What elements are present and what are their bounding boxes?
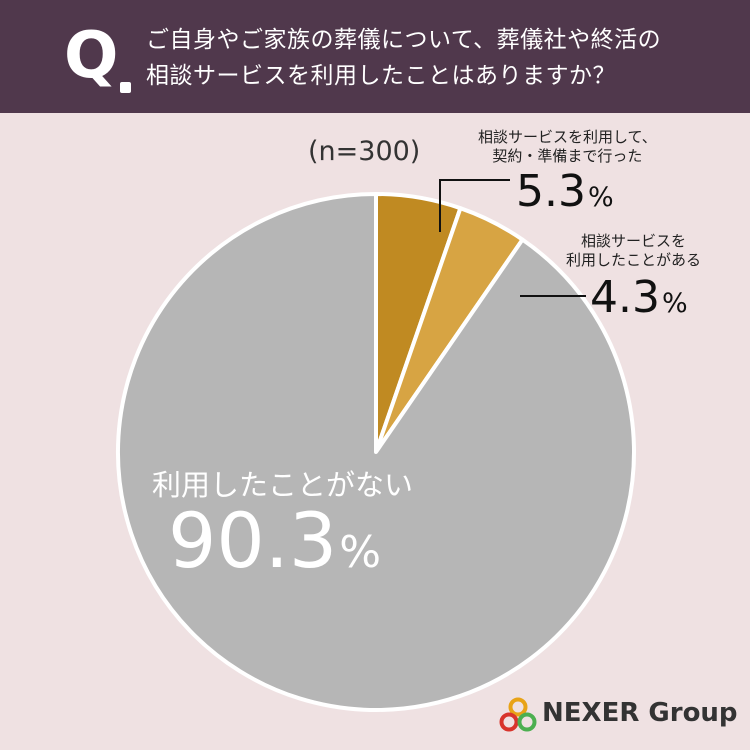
label-consulted-value: 4.3% — [590, 272, 688, 323]
label-never-number: 90.3 — [168, 496, 338, 585]
leader-line-contract — [439, 179, 510, 232]
label-never-unit: % — [339, 527, 382, 578]
nexer-logo: NEXER Group — [498, 694, 738, 738]
label-never-value: 90.3% — [168, 496, 381, 585]
label-consulted-text: 相談サービスを 利用したことがある — [566, 232, 701, 270]
question-line-1: ご自身やご家族の葬儀について、葬儀社や終活の — [146, 27, 662, 53]
label-consulted-unit: % — [661, 288, 688, 319]
question-header: Q ご自身やご家族の葬儀について、葬儀社や終活の 相談サービスを利用したことはあ… — [0, 0, 750, 113]
nexer-rings-icon — [499, 697, 537, 732]
label-never-text: 利用したことがない — [152, 468, 414, 502]
label-consulted-line-1: 相談サービスを — [581, 232, 687, 250]
label-contract-text: 相談サービスを利用して、 契約・準備まで行った — [478, 128, 657, 166]
label-contract-number: 5.3 — [516, 166, 586, 217]
question-text: ご自身やご家族の葬儀について、葬儀社や終活の 相談サービスを利用したことはありま… — [146, 22, 736, 94]
label-contract-line-2: 契約・準備まで行った — [492, 147, 643, 165]
label-contract-unit: % — [587, 182, 614, 213]
label-consulted-line-2: 利用したことがある — [566, 251, 702, 269]
question-line-2: 相談サービスを利用したことはありますか？ — [146, 63, 616, 89]
label-consulted-number: 4.3 — [590, 272, 660, 323]
question-mark-dot — [120, 82, 131, 93]
label-contract-value: 5.3% — [516, 166, 614, 217]
sample-size: (n=300) — [308, 136, 421, 167]
pie-slice-never — [116, 192, 636, 712]
nexer-logo-text: NEXER Group — [542, 698, 738, 728]
label-contract-line-1: 相談サービスを利用して、 — [478, 128, 657, 146]
question-mark: Q — [64, 19, 119, 93]
